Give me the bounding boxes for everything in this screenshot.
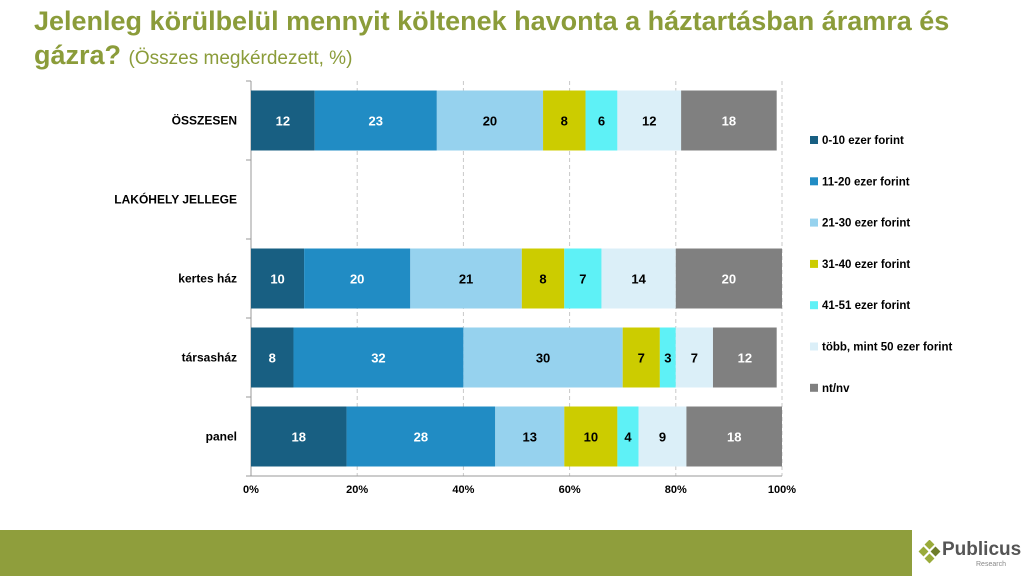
- legend-swatch: [810, 136, 818, 144]
- data-label: 12: [642, 114, 656, 129]
- data-label: 7: [638, 351, 645, 366]
- bar-segment: [495, 406, 565, 467]
- data-label: 8: [269, 351, 276, 366]
- bar-segment: [293, 327, 464, 388]
- data-label: 23: [369, 114, 383, 129]
- data-label: 28: [414, 430, 428, 445]
- legend-swatch: [810, 342, 818, 351]
- publicus-logo: Publicus Research: [912, 530, 1024, 576]
- category-label: LAKÓHELY JELLEGE: [114, 192, 237, 207]
- stacked-bar-chart: 0% 20% 40% 60% 80% 100% ÖSSZESEN 12 23 20 8 6 12 18 LA…: [114, 80, 953, 496]
- logo-tagline: Research: [976, 561, 1006, 568]
- bar-segment: [314, 90, 437, 151]
- bar-segment: [585, 90, 618, 151]
- bar-segment: [463, 327, 623, 388]
- data-label: 18: [292, 430, 306, 445]
- bar-segment: [681, 90, 777, 151]
- data-label: 8: [561, 114, 568, 129]
- bar-segment: [564, 248, 602, 309]
- legend-swatch: [810, 218, 818, 227]
- legend-label: 41-51 ezer forint: [822, 300, 910, 312]
- x-tick-label: 20%: [346, 484, 368, 496]
- data-label: 20: [483, 114, 497, 129]
- bar-segment: [251, 406, 347, 467]
- title-main: Jelenleg körülbelül mennyit költenek hav…: [34, 6, 950, 70]
- data-label: 9: [659, 430, 666, 445]
- title-sub: (Összes megkérdezett, %): [128, 48, 353, 69]
- legend-swatch: [810, 301, 818, 310]
- x-tick-label: 0%: [243, 484, 259, 496]
- bar-segment: [251, 248, 305, 309]
- data-label: 21: [459, 272, 473, 287]
- data-label: 18: [727, 430, 741, 445]
- legend-label: 31-40 ezer forint: [822, 259, 910, 271]
- data-label: 6: [598, 114, 605, 129]
- chart-title: Jelenleg körülbelül mennyit költenek hav…: [34, 4, 994, 76]
- bar-segment: [617, 406, 639, 467]
- bar-segment: [543, 90, 586, 151]
- data-label: 10: [584, 430, 598, 445]
- category-label: társasház: [182, 351, 237, 365]
- data-label: 30: [536, 351, 550, 366]
- legend-label: 21-30 ezer forint: [822, 218, 910, 230]
- bar-segment: [675, 248, 782, 309]
- data-label: 12: [276, 114, 290, 129]
- bar-segment: [659, 327, 676, 388]
- bar-segment: [622, 327, 660, 388]
- legend-swatch: [810, 177, 818, 186]
- bar-segment: [410, 248, 522, 309]
- bar-segment: [712, 327, 777, 388]
- data-label: 7: [579, 272, 586, 287]
- bar-segment: [304, 248, 411, 309]
- legend-label: nt/nv: [822, 383, 850, 395]
- data-label: 7: [691, 351, 698, 366]
- bar-segment: [251, 90, 315, 151]
- legend-swatch: [810, 259, 818, 268]
- bar-segment: [638, 406, 687, 467]
- legend-swatch: [810, 383, 818, 392]
- category-label: panel: [206, 430, 237, 444]
- data-label: 14: [631, 272, 646, 287]
- bar-segment: [564, 406, 618, 467]
- bar-segment: [251, 327, 294, 388]
- data-label: 8: [539, 272, 546, 287]
- bar-segment: [686, 406, 782, 467]
- bar-segment: [521, 248, 565, 309]
- data-label: 3: [664, 351, 671, 366]
- footer-band: [0, 530, 1024, 576]
- legend-label: 11-20 ezer forint: [822, 176, 910, 188]
- legend-label: több, mint 50 ezer forint: [822, 342, 953, 354]
- data-label: 10: [270, 272, 284, 287]
- bar-segment: [675, 327, 713, 388]
- logo-name: Publicus: [942, 539, 1022, 560]
- data-label: 20: [722, 272, 736, 287]
- category-label: kertes ház: [178, 272, 237, 286]
- x-tick-label: 40%: [452, 484, 474, 496]
- category-label: ÖSSZESEN: [172, 113, 237, 128]
- bar-segment: [601, 248, 676, 309]
- bar-segment: [346, 406, 496, 467]
- x-tick-label: 100%: [768, 484, 796, 496]
- data-label: 32: [371, 351, 385, 366]
- data-label: 18: [722, 114, 736, 129]
- data-label: 12: [738, 351, 752, 366]
- x-tick-label: 60%: [559, 484, 581, 496]
- x-tick-label: 80%: [665, 484, 687, 496]
- data-label: 20: [350, 272, 364, 287]
- logo-icon: [918, 540, 941, 564]
- legend-label: 0-10 ezer forint: [822, 135, 904, 147]
- data-label: 13: [523, 430, 537, 445]
- bar-segment: [617, 90, 682, 151]
- bar-segment: [436, 90, 544, 151]
- data-label: 4: [624, 430, 632, 445]
